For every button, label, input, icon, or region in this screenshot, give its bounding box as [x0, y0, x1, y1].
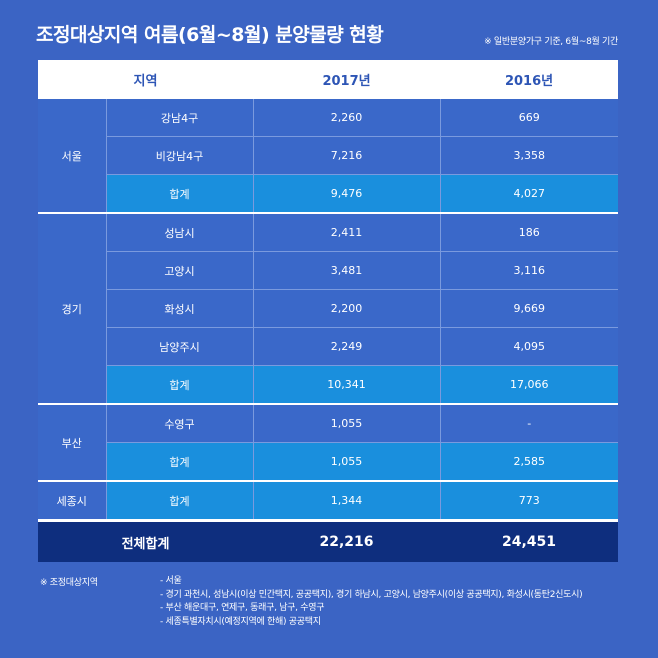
footnote-list: - 서울 - 경기 과천시, 성남시(이상 민간택지, 공공택지), 경기 하남…: [160, 575, 583, 629]
value-2017-cell: 2,249: [252, 327, 441, 366]
header-2017: 2017년: [253, 60, 441, 99]
subtotal-row: 합계 10,341 17,066: [38, 365, 619, 405]
header-region: 지역: [38, 60, 254, 99]
district-cell: 합계: [105, 174, 254, 214]
value-2017-cell: 1,055: [252, 442, 441, 482]
subtotal-row: 합계 1,055 2,585: [38, 442, 619, 482]
district-cell: 합계: [105, 481, 254, 522]
value-2016-cell: 9,669: [439, 289, 619, 328]
value-2017-cell: 9,476: [252, 174, 441, 214]
table-row: 서울 강남4구 2,260 669: [38, 99, 619, 214]
table-row: 고양시 3,481 3,116: [38, 251, 619, 290]
value-2016-cell: 669: [439, 99, 619, 137]
page-subtitle: ※ 일반분양가구 기준, 6월~8월 기간: [484, 37, 618, 47]
table-row: 부산 수영구 1,055-: [38, 404, 619, 482]
region-cell: 서울: [38, 99, 107, 214]
value-2016-cell: 2,585: [439, 442, 619, 482]
page-title: 조정대상지역 여름(6월~8월) 분양물량 현황: [36, 24, 384, 46]
value-2017-cell: 10,341: [252, 365, 441, 405]
table-row: 남양주시 2,249 4,095: [38, 327, 619, 366]
value-2017-cell: 2,200: [252, 289, 441, 328]
grand-total-label: 전체합계: [38, 519, 254, 562]
table-row: 경기 성남시 2,411 186: [38, 213, 619, 405]
footnote-item: - 부산 해운대구, 연제구, 동래구, 남구, 수영구: [160, 603, 325, 613]
district-cell: 강남4구: [105, 99, 254, 137]
value-2016-cell: 17,066: [439, 365, 619, 405]
value-2017-cell: 3,481: [252, 251, 441, 290]
table-row: 비강남4구 7,216 3,358: [38, 136, 619, 175]
value-2016-cell: -: [439, 404, 619, 443]
value-2017-cell: 7,216: [252, 136, 441, 175]
subtotal-row: 세종시 합계 1,344 773: [38, 481, 619, 522]
value-2016-cell: 4,095: [439, 327, 619, 366]
grand-total-row: 전체합계 22,216 24,451: [38, 519, 619, 562]
value-2016-cell: 3,358: [439, 136, 619, 175]
footnote-item: - 경기 과천시, 성남시(이상 민간택지, 공공택지), 경기 하남시, 고양…: [160, 589, 583, 600]
value-2016-cell: 3,116: [439, 251, 619, 290]
district-cell: 수영구: [105, 404, 254, 443]
footnote-label: ※ 조정대상지역: [40, 578, 98, 588]
district-cell: 비강남4구: [105, 136, 254, 175]
footnote-item: - 세종특별자치시(예정지역에 한해) 공공택지: [160, 616, 321, 627]
district-cell: 합계: [105, 365, 254, 405]
district-cell: 화성시: [105, 289, 254, 328]
grand-total-2016: 24,451: [440, 519, 619, 562]
footnote-item: - 서울: [160, 576, 182, 586]
value-2016-cell: 186: [439, 213, 619, 252]
subtotal-row: 합계 9,476 4,027: [38, 174, 619, 214]
value-2017-cell: 1,055: [252, 404, 441, 443]
value-2017-cell: 2,411: [252, 213, 441, 252]
district-cell: 성남시: [105, 213, 254, 252]
district-cell: 고양시: [105, 251, 254, 290]
region-cell: 부산: [38, 404, 107, 482]
region-cell: 세종시: [38, 481, 107, 522]
value-2017-cell: 2,260: [252, 99, 441, 137]
district-cell: 남양주시: [105, 327, 254, 366]
region-cell: 경기: [38, 213, 107, 405]
header-2016: 2016년: [440, 60, 619, 99]
value-2016-cell: 4,027: [439, 174, 619, 214]
table-row: 화성시 2,200 9,669: [38, 289, 619, 328]
value-2017-cell: 1,344: [252, 481, 441, 522]
table-body: 서울 강남4구 2,260 669 비강남4구 7,216 3,358 합계 9,476 4,02…: [38, 99, 619, 522]
district-cell: 합계: [105, 442, 254, 482]
table-header-row: 지역 2017년 2016년: [38, 60, 619, 99]
value-2016-cell: 773: [439, 481, 619, 522]
grand-total-2017: 22,216: [253, 519, 441, 562]
supply-table: 지역 2017년 2016년 서울 강남4구 2,260 669 비강남4구 7,216 3…: [38, 60, 619, 562]
